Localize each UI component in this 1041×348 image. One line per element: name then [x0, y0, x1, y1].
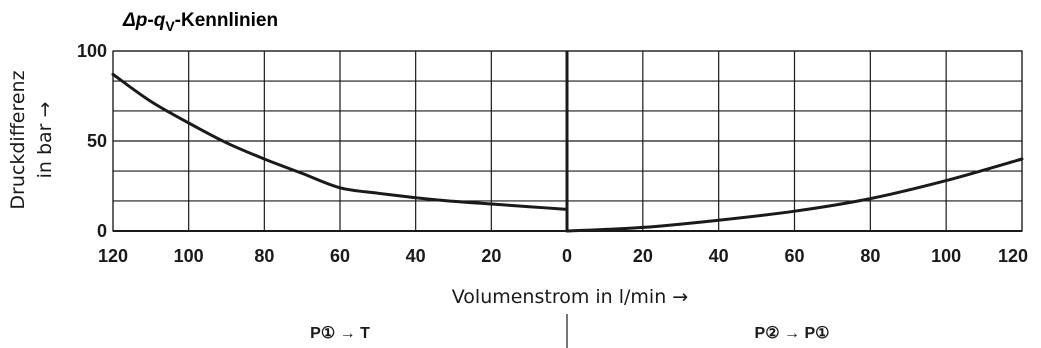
title-q: q [154, 10, 166, 31]
title-subscript: V [165, 18, 175, 34]
chart-title: Δp-qV-Kennlinien [122, 10, 278, 34]
x-tick-label-right: 60 [784, 246, 804, 266]
title-dash: - [147, 10, 153, 31]
x-tick-label-left: 40 [406, 246, 426, 266]
x-tick-label-right: 0 [562, 246, 572, 266]
y-axis-label-line1: Druckdifferenz [7, 70, 29, 209]
section-caption-right: P② → P① [755, 325, 830, 342]
y-tick-label: 50 [87, 131, 107, 151]
x-tick-label-left: 100 [174, 246, 204, 266]
x-tick-label-right: 20 [633, 246, 653, 266]
section-caption-left: P① → T [310, 325, 370, 342]
tick-labels: 0 50 100 120 100 80 60 40 20 0 20 40 60 80 100 120 [77, 41, 1028, 266]
x-tick-label-left: 20 [481, 246, 501, 266]
data-curves [111, 72, 1024, 233]
x-tick-label-right: 120 [998, 246, 1028, 266]
x-tick-label-right: 40 [709, 246, 729, 266]
grid-lines [112, 50, 1023, 232]
x-tick-label-right: 80 [860, 246, 880, 266]
x-tick-label-left: 60 [330, 246, 350, 266]
x-tick-label-left: 120 [98, 246, 128, 266]
title-delta-p: Δp [122, 10, 147, 31]
x-tick-label-right: 100 [931, 246, 961, 266]
y-tick-label: 0 [97, 221, 107, 241]
series-curve-p2-to-p1 [565, 157, 1024, 233]
x-tick-label-left: 80 [254, 246, 274, 266]
y-axis-label-line2: in bar → [34, 102, 56, 179]
title-rest: -Kennlinien [175, 10, 278, 31]
series-curve-p1-to-t [111, 72, 569, 211]
y-tick-label: 100 [77, 41, 107, 61]
x-axis-label: Volumenstrom in l/min → [452, 286, 688, 308]
